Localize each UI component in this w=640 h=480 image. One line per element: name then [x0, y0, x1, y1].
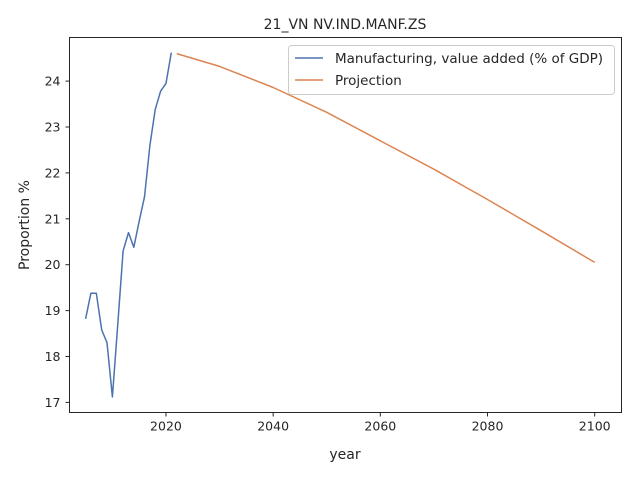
x-axis-label: year	[329, 447, 360, 463]
series-line-manufacturing	[84, 52, 173, 398]
series-layer	[84, 52, 596, 398]
y-axis-ticks: 17 18 19 20 21 22 23 24	[45, 74, 70, 410]
y-tick-label: 23	[45, 120, 61, 135]
x-tick-label: 2080	[472, 419, 504, 434]
x-tick-label: 2100	[579, 419, 611, 434]
x-tick-label: 2020	[150, 419, 182, 434]
y-tick-label: 24	[45, 74, 61, 89]
y-tick-label: 22	[45, 165, 61, 180]
y-tick-label: 20	[45, 257, 61, 272]
x-tick-label: 2040	[257, 419, 289, 434]
series-line-projection	[176, 52, 596, 264]
y-tick-label: 19	[45, 303, 61, 318]
x-axis-ticks: 2020 2040 2060 2080 2100	[150, 412, 611, 434]
y-axis-label: Proportion %	[17, 180, 33, 270]
legend-label-manufacturing: Manufacturing, value added (% of GDP)	[335, 51, 603, 67]
legend-box	[288, 45, 615, 95]
x-tick-label: 2060	[364, 419, 396, 434]
y-tick-label: 21	[45, 211, 61, 226]
y-tick-label: 18	[45, 349, 61, 364]
legend-label-projection: Projection	[335, 73, 402, 89]
legend: Manufacturing, value added (% of GDP) Pr…	[288, 45, 615, 95]
plot-frame	[69, 37, 622, 413]
y-tick-label: 17	[45, 395, 61, 410]
chart-title: 21_VN NV.IND.MANF.ZS	[264, 17, 427, 33]
